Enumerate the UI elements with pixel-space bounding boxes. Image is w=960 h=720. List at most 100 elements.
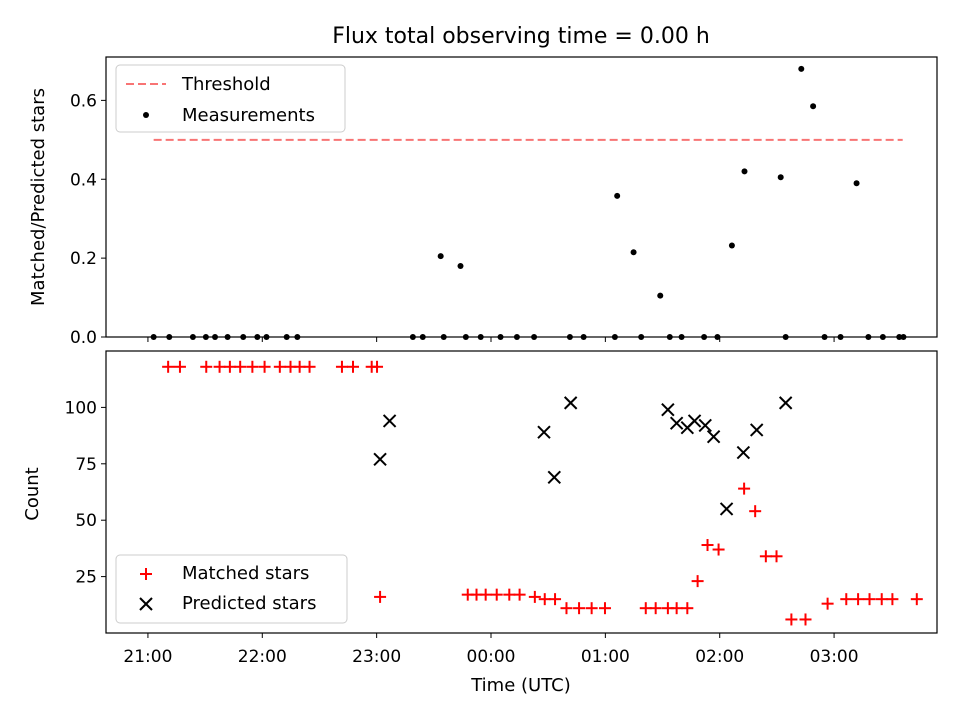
x-tick-label: 01:00 (581, 647, 630, 667)
predicted-star-point (778, 396, 793, 410)
top-x-ticks (147, 337, 835, 342)
matched-star-point (335, 360, 348, 373)
bottom-y-tick-label: 50 (75, 511, 97, 531)
predicted-star-point (382, 414, 397, 428)
measurement-point (437, 253, 444, 260)
matched-star-point (173, 360, 186, 373)
matched-star-point (585, 602, 598, 615)
matched-star-point (246, 360, 259, 373)
matched-star-point (273, 360, 286, 373)
bottom-y-tick-label: 75 (75, 455, 97, 475)
matched-star-point (785, 613, 798, 626)
matched-star-point (852, 593, 865, 606)
matched-star-point (749, 505, 762, 518)
matched-star-point (234, 360, 247, 373)
top-axes-frame (105, 56, 938, 338)
measurement-point (741, 168, 748, 175)
predicted-star-point (669, 416, 684, 430)
predicted-star-point (373, 452, 387, 466)
matched-star-point (863, 593, 876, 606)
x-tick-label: 22:00 (238, 647, 287, 667)
predicted-star-point (547, 470, 561, 485)
matched-star-point (691, 575, 704, 588)
predicted-star-point (719, 502, 734, 516)
matched-star-point (712, 543, 725, 556)
predicted-stars-legend-swatch (139, 597, 153, 611)
measurement-point (777, 174, 784, 181)
matched-stars-legend-swatch (140, 568, 152, 580)
predicted-star-point (537, 425, 551, 439)
matched-star-point (649, 602, 662, 615)
matched-star-point (200, 360, 213, 373)
measurement-point (630, 249, 637, 256)
matched-star-point (213, 360, 226, 373)
top-legend-box (115, 64, 346, 133)
measurement-point (798, 65, 805, 72)
measurement-point (853, 180, 860, 187)
top-y-tick-label: 0.0 (70, 328, 97, 348)
matched-star-point (503, 588, 516, 601)
matched-star-point (573, 602, 586, 615)
x-tick-label: 00:00 (467, 647, 516, 667)
x-tick-label: 21:00 (123, 647, 172, 667)
matched-star-point (538, 593, 551, 606)
measurements-legend-swatch (143, 112, 149, 118)
bottom-y-ticks: 25 50 75 100 (65, 398, 106, 588)
matched-star-point (490, 588, 503, 601)
predicted-star-point (706, 430, 721, 444)
top-y-tick-label: 0.2 (70, 249, 97, 269)
matched-star-point (681, 602, 694, 615)
bottom-axes-frame (105, 350, 938, 634)
predicted-star-point (698, 418, 712, 433)
bottom-y-axis-label: Count (22, 467, 43, 520)
matched-star-point (910, 593, 923, 606)
matched-star-point (258, 360, 271, 373)
matched-star-point (371, 360, 384, 373)
x-tick-label: 03:00 (810, 647, 859, 667)
measurement-point (657, 292, 664, 299)
matched-star-point (875, 593, 888, 606)
matched-stars-legend-label: Matched stars (182, 563, 309, 584)
x-tick-label: 02:00 (695, 647, 744, 667)
matched-star-point (670, 602, 683, 615)
x-tick-label: 23:00 (352, 647, 401, 667)
matched-star-point (821, 597, 834, 610)
matched-star-point (598, 602, 611, 615)
matched-star-point (886, 593, 899, 606)
bottom-plot-area (162, 360, 923, 626)
matched-star-point (347, 360, 360, 373)
matched-star-point (770, 550, 783, 563)
measurements-legend-label: Measurements (182, 105, 315, 126)
matched-star-point (528, 590, 541, 603)
top-panel: Matched/Predicted stars 0.0 0.2 0.4 0.6 (28, 56, 938, 348)
matched-star-point (223, 360, 236, 373)
threshold-legend-label: Threshold (181, 74, 271, 95)
matched-star-point (374, 590, 387, 603)
top-y-ticks: 0.0 0.2 0.4 0.6 (70, 91, 106, 348)
predicted-star-point (661, 402, 675, 417)
matched-star-point (479, 588, 492, 601)
matched-star-point (162, 360, 175, 373)
matched-star-point (560, 602, 573, 615)
bottom-legend: Matched stars Predicted stars (115, 554, 348, 624)
predicted-stars-legend-label: Predicted stars (182, 593, 316, 614)
top-legend: Threshold Measurements (115, 64, 346, 133)
measurement-point (728, 242, 735, 249)
top-y-axis-label: Matched/Predicted stars (28, 88, 49, 306)
matched-star-point (759, 550, 772, 563)
top-y-tick-label: 0.6 (70, 91, 97, 111)
matched-star-point (799, 613, 812, 626)
measurement-point (810, 103, 817, 110)
matched-star-point (303, 360, 316, 373)
matched-star-point (701, 539, 714, 552)
matched-star-point (549, 593, 562, 606)
bottom-x-ticks: 21:00 22:00 23:00 00:00 01:00 02:00 03:00 (123, 633, 859, 667)
measurement-point (614, 192, 621, 199)
predicted-star-point (736, 445, 751, 460)
predicted-star-point (749, 423, 764, 437)
matched-star-point (840, 593, 853, 606)
matched-star-point (513, 588, 526, 601)
measurement-point (457, 263, 464, 270)
chart-title: Flux total observing time = 0.00 h (332, 24, 710, 49)
